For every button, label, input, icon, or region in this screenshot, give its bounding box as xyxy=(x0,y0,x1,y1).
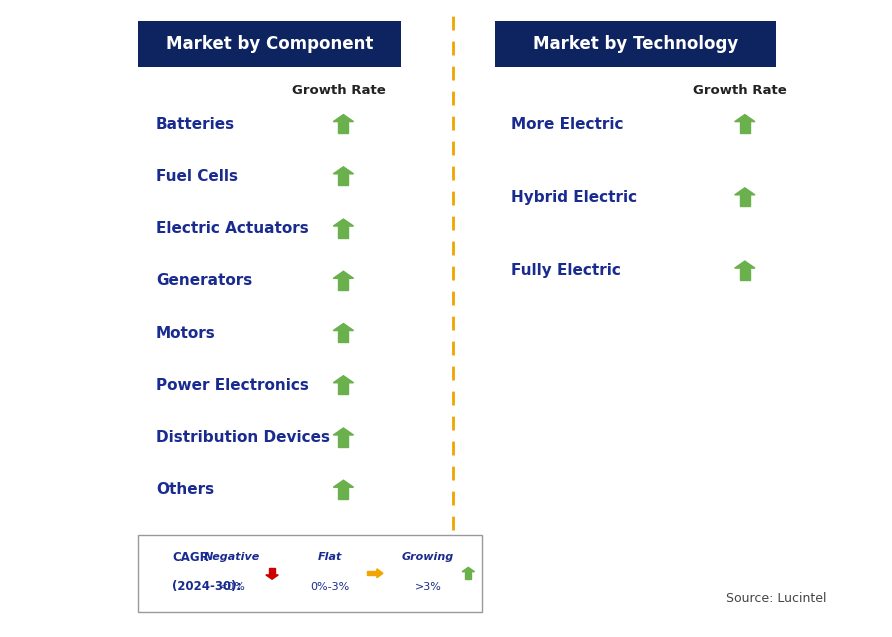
Text: Source: Lucintel: Source: Lucintel xyxy=(726,592,826,605)
Polygon shape xyxy=(739,195,750,206)
Polygon shape xyxy=(266,575,278,579)
Text: Growth Rate: Growth Rate xyxy=(693,84,788,97)
Polygon shape xyxy=(334,376,353,383)
Polygon shape xyxy=(334,428,353,435)
Text: Fuel Cells: Fuel Cells xyxy=(156,169,238,184)
Text: Growing: Growing xyxy=(402,552,454,562)
FancyBboxPatch shape xyxy=(138,21,401,67)
Polygon shape xyxy=(735,261,755,268)
Polygon shape xyxy=(338,435,349,447)
Text: Hybrid Electric: Hybrid Electric xyxy=(511,190,637,205)
Text: More Electric: More Electric xyxy=(511,117,624,132)
Text: (2024-30):: (2024-30): xyxy=(172,580,242,592)
Text: Negative: Negative xyxy=(203,552,260,562)
Text: Distribution Devices: Distribution Devices xyxy=(156,430,330,445)
FancyBboxPatch shape xyxy=(495,21,776,67)
Text: <0%: <0% xyxy=(219,582,245,592)
Polygon shape xyxy=(739,122,750,133)
Polygon shape xyxy=(269,568,275,575)
Text: Fully Electric: Fully Electric xyxy=(511,263,621,278)
Polygon shape xyxy=(466,571,471,579)
Text: Motors: Motors xyxy=(156,326,216,341)
Text: Others: Others xyxy=(156,482,214,497)
FancyBboxPatch shape xyxy=(138,535,482,612)
Text: Power Electronics: Power Electronics xyxy=(156,378,309,393)
Polygon shape xyxy=(334,480,353,487)
Polygon shape xyxy=(462,568,475,571)
Text: Batteries: Batteries xyxy=(156,117,235,132)
Polygon shape xyxy=(338,331,349,342)
Polygon shape xyxy=(334,324,353,331)
Polygon shape xyxy=(735,115,755,122)
Polygon shape xyxy=(735,188,755,195)
Polygon shape xyxy=(338,278,349,290)
Text: Market by Component: Market by Component xyxy=(166,35,374,53)
Polygon shape xyxy=(367,571,377,575)
Polygon shape xyxy=(377,569,383,578)
Text: >3%: >3% xyxy=(415,582,442,592)
Text: 0%-3%: 0%-3% xyxy=(310,582,350,592)
Polygon shape xyxy=(334,271,353,278)
Polygon shape xyxy=(338,383,349,394)
Polygon shape xyxy=(338,226,349,238)
Text: CAGR: CAGR xyxy=(172,551,209,564)
Text: Electric Actuators: Electric Actuators xyxy=(156,221,309,236)
Text: Flat: Flat xyxy=(318,552,343,562)
Polygon shape xyxy=(338,122,349,133)
Polygon shape xyxy=(334,167,353,174)
Polygon shape xyxy=(334,115,353,122)
Polygon shape xyxy=(338,487,349,499)
Polygon shape xyxy=(739,268,750,280)
Text: Market by Technology: Market by Technology xyxy=(533,35,739,53)
Text: Growth Rate: Growth Rate xyxy=(292,84,386,97)
Text: Generators: Generators xyxy=(156,273,252,289)
Polygon shape xyxy=(334,219,353,226)
Polygon shape xyxy=(338,174,349,185)
